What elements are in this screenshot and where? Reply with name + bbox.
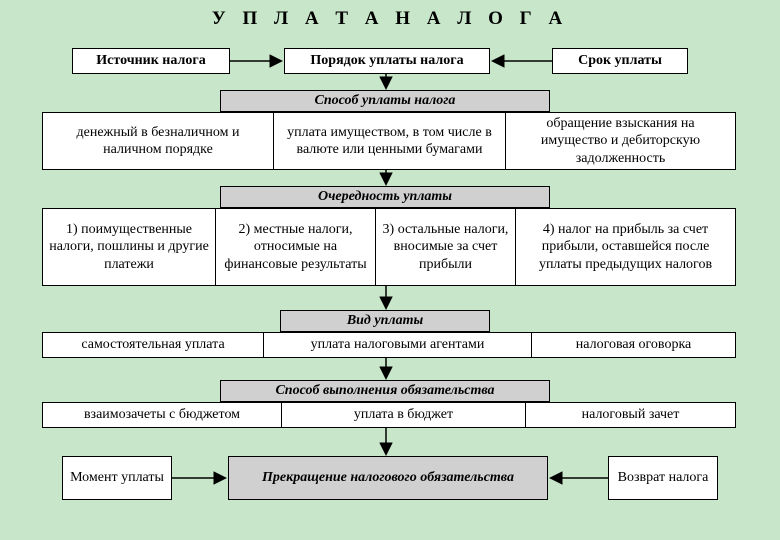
type-c3: налоговая оговорка [532, 332, 736, 358]
fulfil-row: взаимозачеты с бюджетом уплата в бюджет … [42, 402, 736, 428]
box-order: Порядок уплаты налога [284, 48, 490, 74]
method-c1: денежный в безналичном и наличном порядк… [42, 112, 274, 170]
priority-c1: 1) поимущественные налоги, пошлины и дру… [42, 208, 216, 286]
box-moment: Момент уплаты [62, 456, 172, 500]
method-c2: уплата имуществом, в том числе в валюте … [274, 112, 506, 170]
type-c2: уплата налоговыми агентами [264, 332, 532, 358]
fulfil-c1: взаимозачеты с бюджетом [42, 402, 282, 428]
type-c1: самостоятельная уплата [42, 332, 264, 358]
priority-row: 1) поимущественные налоги, пошлины и дру… [42, 208, 736, 286]
priority-c3: 3) остальные налоги, вносимые за счет пр… [376, 208, 516, 286]
method-c3: обращение взыскания на имущество и дебит… [506, 112, 736, 170]
box-term: Срок уплаты [552, 48, 688, 74]
fulfil-c2: уплата в бюджет [282, 402, 526, 428]
priority-c2: 2) местные налоги, относимые на финансов… [216, 208, 376, 286]
box-source: Источник налога [72, 48, 230, 74]
type-header: Вид уплаты [280, 310, 490, 332]
type-row: самостоятельная уплата уплата налоговыми… [42, 332, 736, 358]
box-termination: Прекращение налогового обязательства [228, 456, 548, 500]
fulfil-c3: налоговый зачет [526, 402, 736, 428]
method-header: Способ уплаты налога [220, 90, 550, 112]
box-refund: Возврат налога [608, 456, 718, 500]
priority-c4: 4) налог на прибыль за счет прибыли, ост… [516, 208, 736, 286]
priority-header: Очередность уплаты [220, 186, 550, 208]
fulfil-header: Способ выполнения обязательства [220, 380, 550, 402]
page-title: У П Л А Т А Н А Л О Г А [0, 0, 780, 44]
method-row: денежный в безналичном и наличном порядк… [42, 112, 736, 170]
